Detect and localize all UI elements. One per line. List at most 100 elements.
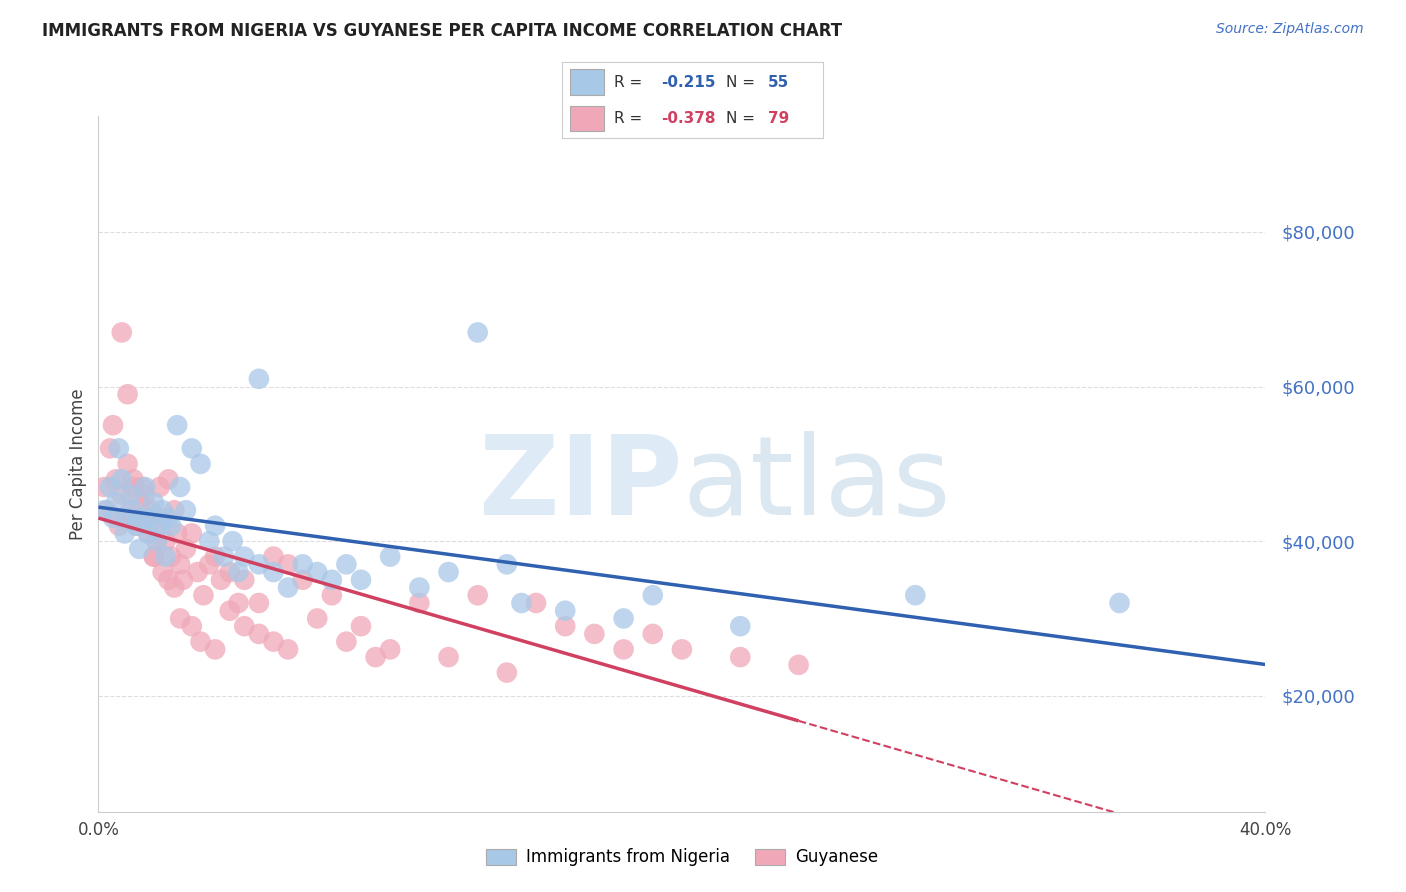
Point [198,534,221,549]
Point [204,549,226,564]
Text: -0.378: -0.378 [661,111,716,126]
Point [247,627,270,641]
Point [117,457,139,471]
Point [612,642,634,657]
Point [277,558,299,572]
Point [233,549,256,564]
Point [93,503,115,517]
Point [190,634,212,648]
Y-axis label: Per Capita Income: Per Capita Income [69,388,87,540]
Point [108,518,131,533]
Point [247,372,270,386]
Point [146,518,169,533]
Point [163,581,186,595]
Point [247,596,270,610]
Point [125,518,148,533]
Point [233,573,256,587]
Point [364,650,387,665]
Point [131,480,153,494]
Point [111,326,134,340]
Point [583,627,606,641]
Point [262,549,284,564]
Point [101,511,124,525]
Point [247,558,270,572]
Point [174,541,197,556]
Point [104,495,127,509]
Point [134,488,156,502]
Point [114,526,136,541]
Point [904,588,927,602]
Point [554,619,576,633]
Point [98,442,121,456]
Point [277,581,299,595]
Point [321,588,343,602]
Point [120,503,142,517]
Text: ZIP: ZIP [478,431,682,538]
Text: R =: R = [614,75,648,90]
Point [277,642,299,657]
Point [671,642,693,657]
Point [142,549,165,564]
Point [495,558,517,572]
Point [155,549,177,564]
Point [128,495,150,509]
Point [1108,596,1130,610]
Point [169,611,191,625]
Point [125,518,148,533]
Point [554,604,576,618]
Point [152,565,174,579]
Point [262,634,284,648]
Point [262,565,284,579]
Text: IMMIGRANTS FROM NIGERIA VS GUYANESE PER CAPITA INCOME CORRELATION CHART: IMMIGRANTS FROM NIGERIA VS GUYANESE PER … [42,22,842,40]
Point [408,581,430,595]
Point [98,480,121,494]
Point [111,488,134,502]
Point [291,558,314,572]
Point [142,549,165,564]
Point [335,634,357,648]
Point [228,565,250,579]
Text: 55: 55 [768,75,789,90]
Point [111,472,134,486]
Point [136,526,159,541]
Point [378,549,402,564]
Point [641,588,664,602]
Text: -0.215: -0.215 [661,75,716,90]
FancyBboxPatch shape [571,105,605,131]
Point [787,657,810,672]
Text: atlas: atlas [682,431,950,538]
Point [157,511,180,525]
Point [437,650,460,665]
Point [149,480,172,494]
Point [101,418,124,433]
Point [152,511,174,525]
Point [467,588,489,602]
Point [378,642,402,657]
Text: N =: N = [727,75,761,90]
Point [136,511,159,525]
Point [728,650,751,665]
Point [350,619,373,633]
Point [142,495,165,509]
Point [131,511,153,525]
Point [157,472,180,486]
Point [108,442,131,456]
Point [218,565,240,579]
Point [139,503,162,517]
Point [612,611,634,625]
Point [163,503,186,517]
Point [155,534,177,549]
Point [193,588,215,602]
Point [160,518,183,533]
Point [160,549,183,564]
Point [152,503,174,517]
Point [510,596,533,610]
Point [122,472,145,486]
Point [307,611,329,625]
Point [149,518,172,533]
Point [408,596,430,610]
Point [187,565,209,579]
Text: 79: 79 [768,111,789,126]
Point [495,665,517,680]
Point [218,604,240,618]
